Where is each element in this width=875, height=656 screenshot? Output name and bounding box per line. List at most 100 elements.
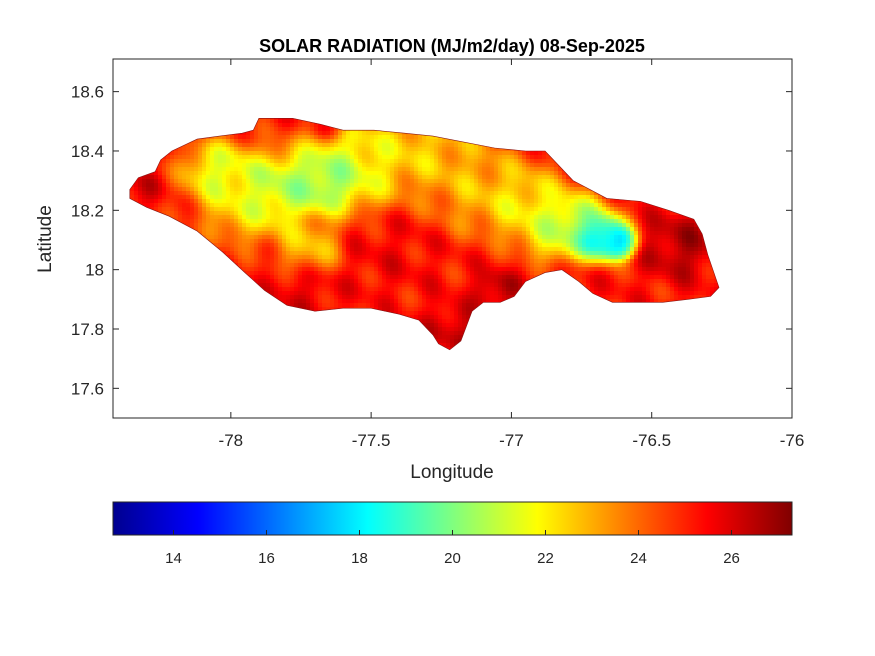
field-cell <box>214 151 219 156</box>
field-cell <box>222 147 227 152</box>
field-cell <box>286 235 291 240</box>
field-cell <box>438 291 443 296</box>
field-cell <box>314 191 319 196</box>
field-cell <box>150 171 155 176</box>
field-cell <box>238 211 243 216</box>
field-cell <box>382 239 387 244</box>
field-cell <box>254 271 259 276</box>
field-cell <box>282 263 287 268</box>
field-cell <box>322 255 327 260</box>
field-cell <box>198 143 203 148</box>
field-cell <box>286 167 291 172</box>
field-cell <box>294 167 299 172</box>
field-cell <box>270 135 275 140</box>
field-cell <box>426 211 431 216</box>
field-cell <box>246 231 251 236</box>
field-cell <box>198 179 203 184</box>
field-cell <box>342 235 347 240</box>
field-cell <box>210 187 215 192</box>
field-cell <box>262 163 267 168</box>
field-cell <box>330 207 335 212</box>
field-cell <box>438 279 443 284</box>
field-cell <box>354 299 359 304</box>
field-cell <box>382 211 387 216</box>
field-cell <box>410 271 415 276</box>
field-cell <box>334 167 339 172</box>
field-cell <box>378 223 383 228</box>
field-cell <box>426 143 431 148</box>
field-cell <box>314 123 319 128</box>
field-cell <box>266 131 271 136</box>
field-cell <box>166 207 171 212</box>
field-cell <box>294 231 299 236</box>
field-cell <box>386 199 391 204</box>
field-cell <box>362 151 367 156</box>
field-cell <box>298 239 303 244</box>
field-cell <box>294 267 299 272</box>
field-cell <box>390 171 395 176</box>
field-cell <box>298 211 303 216</box>
field-cell <box>290 219 295 224</box>
field-cell <box>422 187 427 192</box>
field-cell <box>174 159 179 164</box>
field-cell <box>262 255 267 260</box>
field-cell <box>218 171 223 176</box>
field-cell <box>318 135 323 140</box>
field-cell <box>314 291 319 296</box>
field-cell <box>134 183 139 188</box>
field-cell <box>238 231 243 236</box>
field-cell <box>418 155 423 160</box>
field-cell <box>290 143 295 148</box>
field-cell <box>178 159 183 164</box>
field-cell <box>182 159 187 164</box>
field-cell <box>366 179 371 184</box>
field-cell <box>270 171 275 176</box>
field-cell <box>378 215 383 220</box>
field-cell <box>262 223 267 228</box>
field-cell <box>322 211 327 216</box>
field-cell <box>250 275 255 280</box>
field-cell <box>382 283 387 288</box>
field-cell <box>330 231 335 236</box>
field-cell <box>398 195 403 200</box>
field-cell <box>238 251 243 256</box>
field-cell <box>322 159 327 164</box>
field-cell <box>314 171 319 176</box>
field-cell <box>262 151 267 156</box>
field-cell <box>222 219 227 224</box>
field-cell <box>174 151 179 156</box>
field-cell <box>174 167 179 172</box>
field-cell <box>402 267 407 272</box>
field-cell <box>266 167 271 172</box>
field-cell <box>342 187 347 192</box>
field-cell <box>434 283 439 288</box>
field-cell <box>250 151 255 156</box>
field-cell <box>226 227 231 232</box>
field-cell <box>270 271 275 276</box>
field-cell <box>266 171 271 176</box>
field-cell <box>430 263 435 268</box>
field-cell <box>218 207 223 212</box>
field-cell <box>306 235 311 240</box>
field-cell <box>230 191 235 196</box>
field-cell <box>274 275 279 280</box>
field-cell <box>422 283 427 288</box>
field-cell <box>374 283 379 288</box>
field-cell <box>414 239 419 244</box>
field-cell <box>262 155 267 160</box>
field-cell <box>386 211 391 216</box>
field-cell <box>418 143 423 148</box>
field-cell <box>162 199 167 204</box>
field-cell <box>258 163 263 168</box>
field-cell <box>266 163 271 168</box>
field-cell <box>426 323 431 328</box>
field-cell <box>318 215 323 220</box>
field-cell <box>278 187 283 192</box>
field-cell <box>346 227 351 232</box>
field-cell <box>446 311 451 316</box>
field-cell <box>426 179 431 184</box>
field-cell <box>386 291 391 296</box>
field-cell <box>162 183 167 188</box>
field-cell <box>390 151 395 156</box>
field-cell <box>250 271 255 276</box>
